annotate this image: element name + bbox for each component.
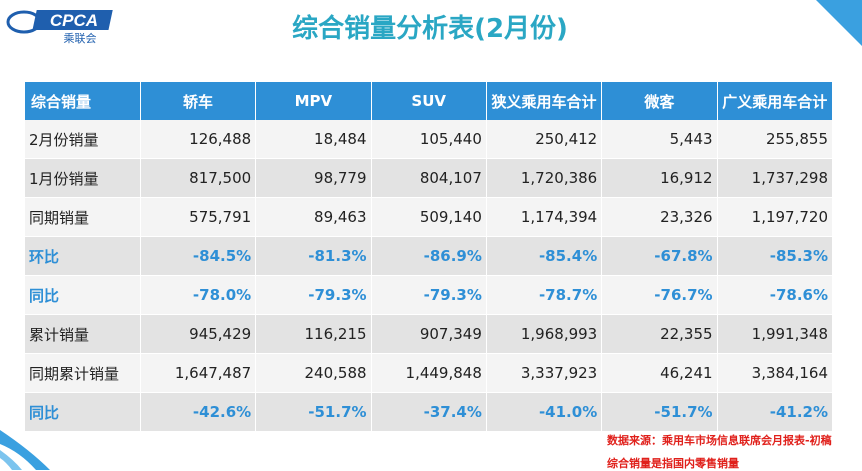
table-row: 累计销量 945,429 116,215 907,349 1,968,993 22,355… [25, 314, 834, 354]
cell: 46,241 [601, 353, 718, 393]
cell: -51.7% [601, 392, 718, 432]
cell: 1,737,298 [717, 158, 834, 198]
cell: 250,412 [486, 120, 603, 159]
row-label: 同期销量 [25, 197, 141, 237]
row-label: 环比 [25, 236, 141, 276]
cell: -78.0% [140, 275, 257, 315]
cell: 23,326 [601, 197, 718, 237]
cell: 3,384,164 [717, 353, 834, 393]
cell: 255,855 [717, 120, 834, 159]
cell: 3,337,923 [486, 353, 603, 393]
cell: -37.4% [371, 392, 487, 432]
table-row: 环比 -84.5% -81.3% -86.9% -85.4% -67.8% -85.3% [25, 236, 834, 276]
column-header: SUV [371, 82, 487, 120]
footnote: 综合销量是指国内零售销量 [607, 457, 739, 470]
column-header: 综合销量 [25, 82, 141, 120]
cell: 1,991,348 [717, 314, 834, 354]
cell: 240,588 [255, 353, 372, 393]
cell: -86.9% [371, 236, 487, 276]
cell: -67.8% [601, 236, 718, 276]
cell: -41.2% [717, 392, 834, 432]
cell: 18,484 [255, 120, 372, 159]
header-row: 综合销量 轿车 MPV SUV 狭义乘用车合计 微客 广义乘用车合计 [25, 82, 834, 120]
cell: 945,429 [140, 314, 257, 354]
cell: 89,463 [255, 197, 372, 237]
cell: 22,355 [601, 314, 718, 354]
logo-brand: CPCA [50, 11, 98, 30]
cell: -79.3% [255, 275, 372, 315]
cell: 907,349 [371, 314, 487, 354]
row-label: 同期累计销量 [25, 353, 141, 393]
cell: -78.7% [486, 275, 603, 315]
cell: -41.0% [486, 392, 603, 432]
cell: -51.7% [255, 392, 372, 432]
table-row: 同期销量 575,791 89,463 509,140 1,174,394 23,326 1… [25, 197, 834, 237]
logo-band [32, 10, 113, 30]
corner-decoration [0, 430, 50, 470]
column-header: 狭义乘用车合计 [486, 82, 603, 120]
column-header: 轿车 [140, 82, 257, 120]
cell: 1,174,394 [486, 197, 603, 237]
logo-name: 乘联会 [64, 32, 97, 44]
swoosh [0, 450, 22, 470]
cell: -79.3% [371, 275, 487, 315]
cell: 16,912 [601, 158, 718, 198]
cell: 126,488 [140, 120, 257, 159]
cell: 98,779 [255, 158, 372, 198]
table-row: 同比 -78.0% -79.3% -79.3% -78.7% -76.7% -78.6% [25, 275, 834, 315]
cell: 116,215 [255, 314, 372, 354]
column-header: 微客 [601, 82, 718, 120]
cell: 105,440 [371, 120, 487, 159]
cell: 575,791 [140, 197, 257, 237]
sales-table: 综合销量 轿车 MPV SUV 狭义乘用车合计 微客 广义乘用车合计 2月份销量 126,48… [25, 82, 834, 432]
table-row: 同期累计销量 1,647,487 240,588 1,449,848 3,337,923… [25, 353, 834, 393]
column-header: MPV [255, 82, 372, 120]
row-label: 累计销量 [25, 314, 141, 354]
column-header: 广义乘用车合计 [717, 82, 834, 120]
table-row: 1月份销量 817,500 98,779 804,107 1,720,386 16,912… [25, 158, 834, 198]
cell: -78.6% [717, 275, 834, 315]
cell: -85.3% [717, 236, 834, 276]
cell: -84.5% [140, 236, 257, 276]
cell: 1,647,487 [140, 353, 257, 393]
cell: 509,140 [371, 197, 487, 237]
table-row: 同比 -42.6% -51.7% -37.4% -41.0% -51.7% -41.2% [25, 392, 834, 432]
logo: CPCA 乘联会 [6, 10, 113, 44]
footnote: 数据来源：乘用车市场信息联席会月报表-初稿 [607, 434, 832, 447]
cell: -76.7% [601, 275, 718, 315]
cell: -42.6% [140, 392, 257, 432]
cell: 5,443 [601, 120, 718, 159]
title: 综合销量分析表(2月份) [292, 14, 568, 44]
row-label: 1月份销量 [25, 158, 141, 198]
table-row: 2月份销量 126,488 18,484 105,440 250,412 5,443 255… [25, 120, 834, 159]
corner-decoration [816, 0, 862, 46]
triangle [816, 0, 862, 46]
row-label: 同比 [25, 275, 141, 315]
cell: 1,968,993 [486, 314, 603, 354]
cell: 804,107 [371, 158, 487, 198]
cell: -81.3% [255, 236, 372, 276]
cell: 1,720,386 [486, 158, 603, 198]
cell: 1,197,720 [717, 197, 834, 237]
cell: -85.4% [486, 236, 603, 276]
cell: 1,449,848 [371, 353, 487, 393]
swoosh [0, 430, 50, 470]
row-label: 同比 [25, 392, 141, 432]
row-label: 2月份销量 [25, 120, 141, 159]
cell: 817,500 [140, 158, 257, 198]
